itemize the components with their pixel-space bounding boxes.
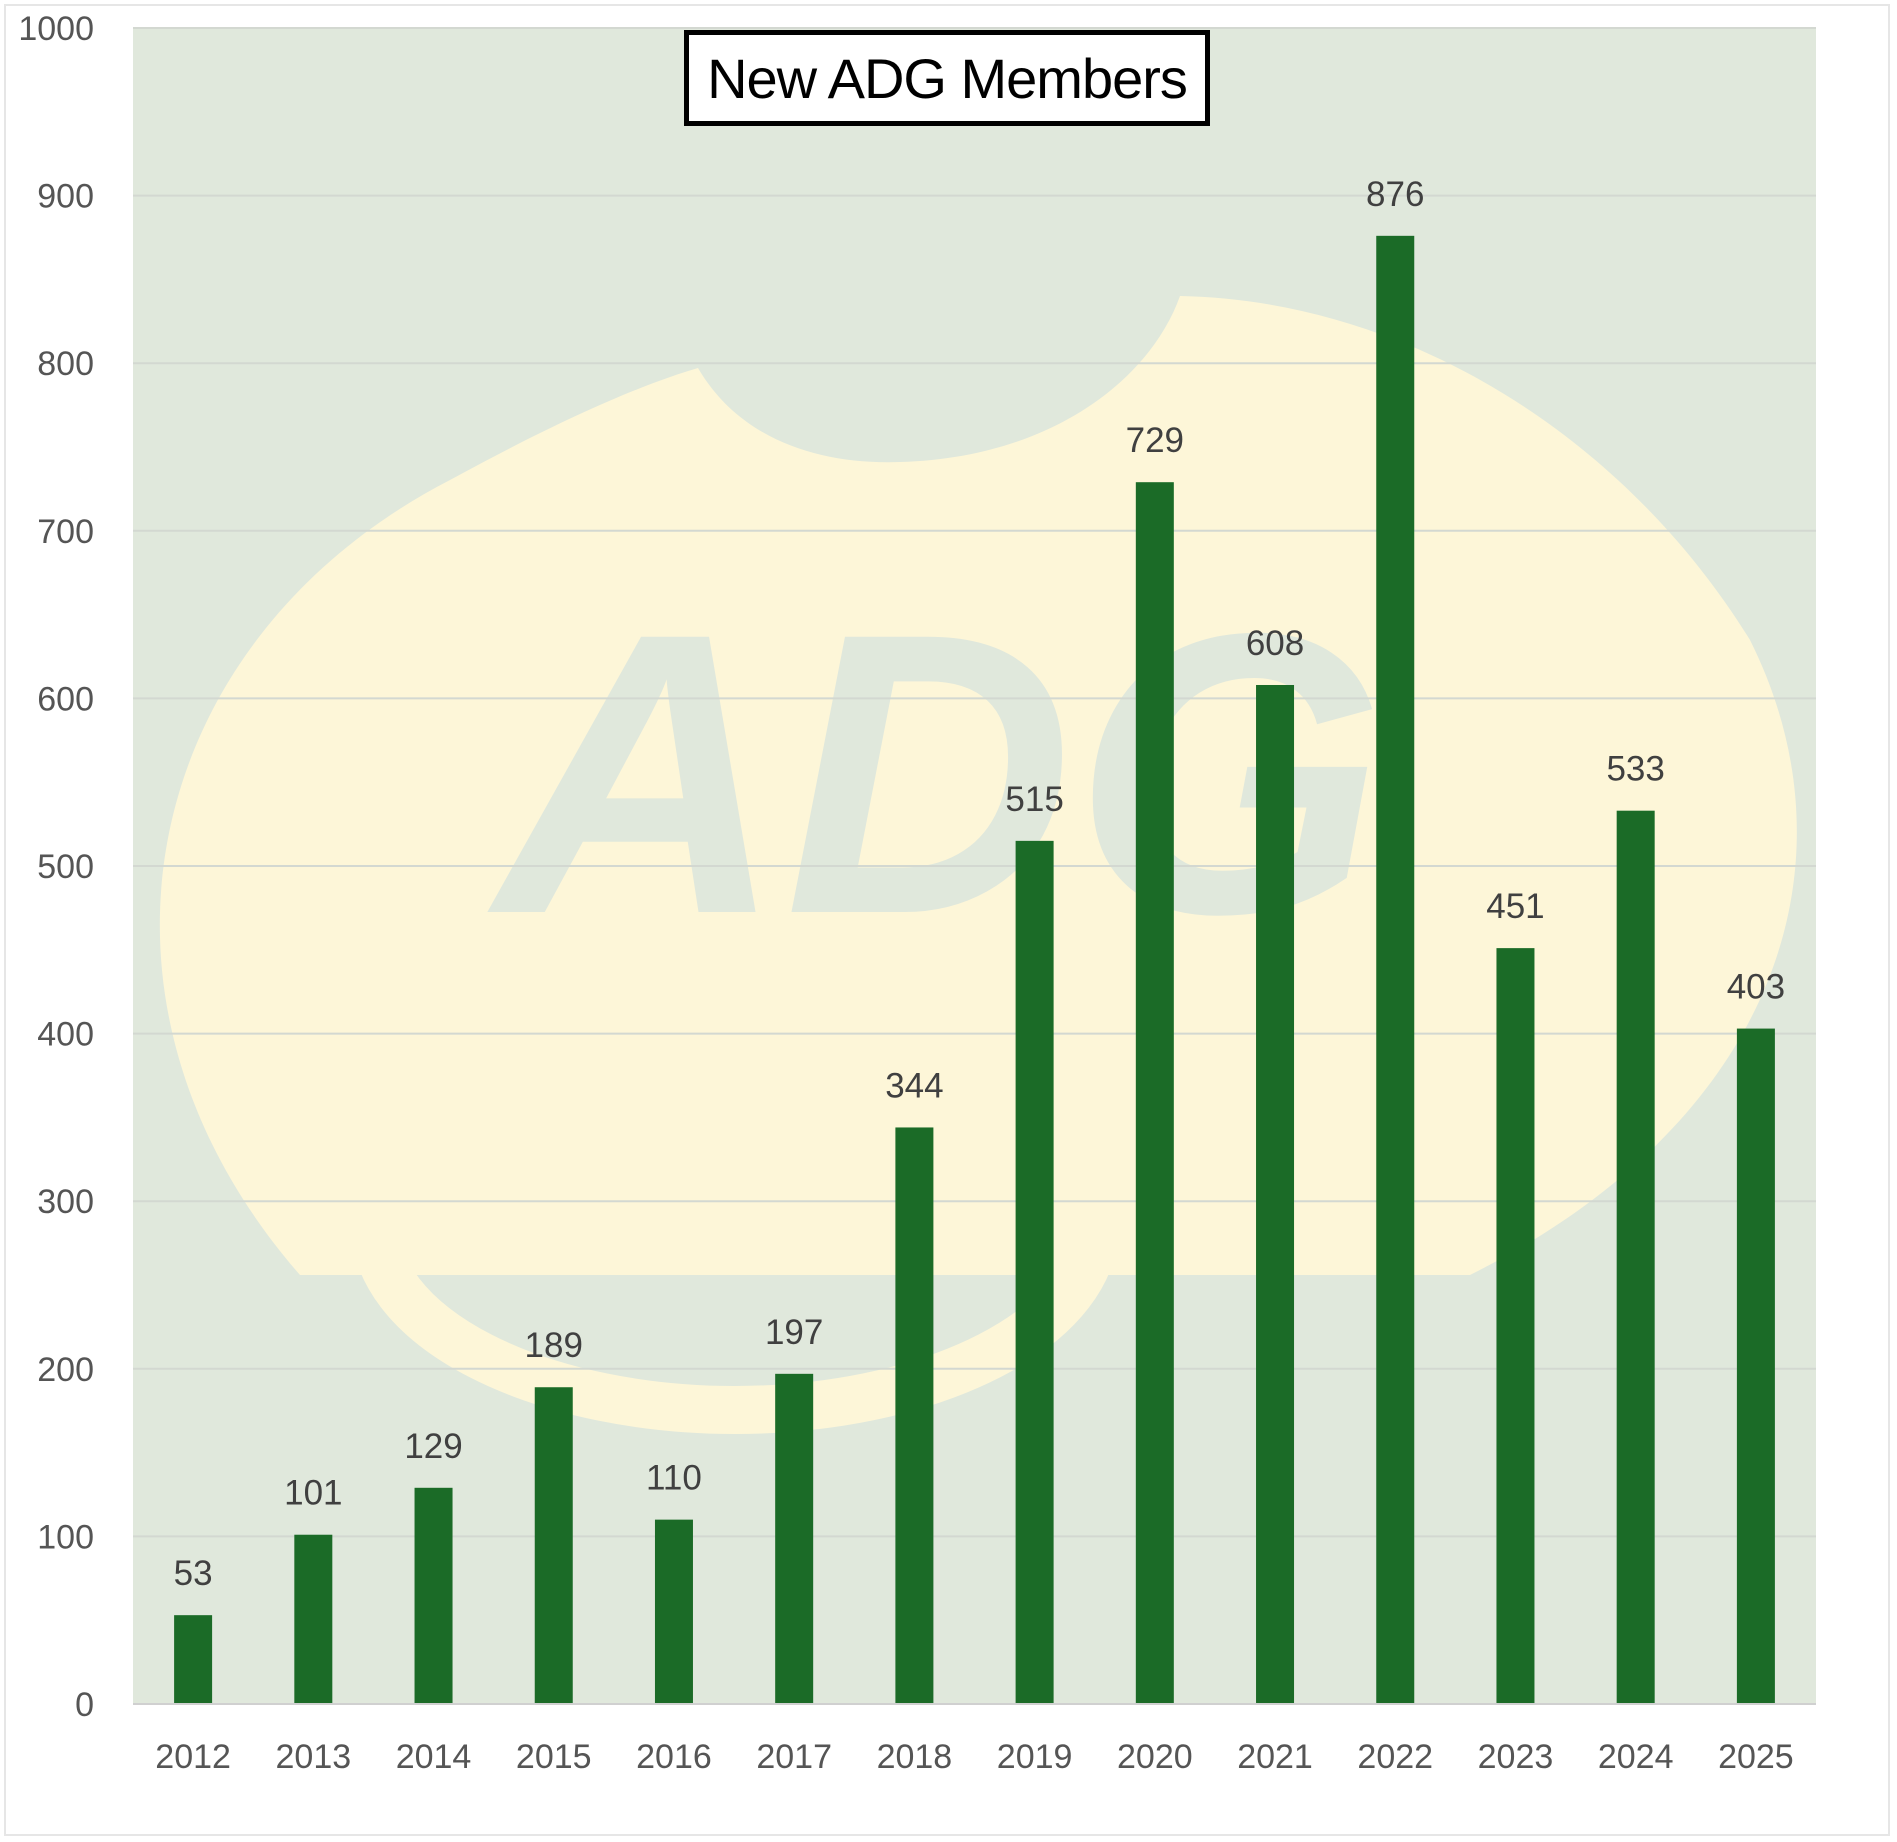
y-tick-label-300: 300 bbox=[37, 1183, 94, 1221]
bar-2025 bbox=[1736, 1028, 1775, 1704]
y-tick-label-200: 200 bbox=[37, 1351, 94, 1389]
x-tick-label-2013: 2013 bbox=[276, 1738, 352, 1776]
data-label-2022: 876 bbox=[1366, 175, 1424, 214]
bar-2019 bbox=[1015, 840, 1054, 1704]
data-label-2021: 608 bbox=[1246, 624, 1304, 663]
y-tick-label-700: 700 bbox=[37, 513, 94, 551]
bar-2013 bbox=[294, 1534, 333, 1704]
y-tick-label-100: 100 bbox=[37, 1518, 94, 1556]
chart-title-box: New ADG Members bbox=[684, 30, 1210, 126]
y-tick-label-900: 900 bbox=[37, 178, 94, 216]
data-label-2012: 53 bbox=[174, 1554, 213, 1593]
x-tick-label-2012: 2012 bbox=[155, 1738, 231, 1776]
data-label-2018: 344 bbox=[885, 1066, 943, 1105]
bar-2024 bbox=[1616, 810, 1655, 1704]
y-tick-label-500: 500 bbox=[37, 848, 94, 886]
x-tick-label-2024: 2024 bbox=[1598, 1738, 1674, 1776]
x-tick-label-2014: 2014 bbox=[396, 1738, 472, 1776]
data-label-2025: 403 bbox=[1727, 968, 1785, 1007]
bars bbox=[174, 235, 1775, 1705]
bar-2021 bbox=[1256, 684, 1295, 1704]
y-tick-label-0: 0 bbox=[75, 1686, 94, 1724]
data-label-2015: 189 bbox=[525, 1326, 583, 1365]
bar-2012 bbox=[174, 1615, 213, 1704]
bar-2017 bbox=[775, 1373, 814, 1704]
bar-2018 bbox=[895, 1127, 934, 1704]
x-tick-label-2019: 2019 bbox=[997, 1738, 1073, 1776]
x-tick-label-2015: 2015 bbox=[516, 1738, 592, 1776]
bar-2016 bbox=[654, 1519, 693, 1704]
y-axis-tick-labels: 0 100 200 300 400 500 600 700 800 900 1000 bbox=[18, 10, 94, 1724]
x-tick-label-2022: 2022 bbox=[1357, 1738, 1433, 1776]
data-label-2017: 197 bbox=[765, 1313, 823, 1352]
data-label-2019: 515 bbox=[1005, 780, 1063, 819]
bar-2020 bbox=[1135, 482, 1174, 1704]
data-label-2014: 129 bbox=[404, 1427, 462, 1466]
bar-2015 bbox=[534, 1387, 573, 1704]
chart-title: New ADG Members bbox=[707, 46, 1188, 110]
data-label-2020: 729 bbox=[1126, 421, 1184, 460]
y-tick-label-800: 800 bbox=[37, 345, 94, 383]
x-tick-label-2020: 2020 bbox=[1117, 1738, 1193, 1776]
svg-text:ADG: ADG bbox=[483, 550, 1384, 997]
bar-2022 bbox=[1376, 235, 1415, 1705]
x-tick-label-2016: 2016 bbox=[636, 1738, 712, 1776]
gridlines bbox=[133, 27, 1816, 1538]
data-label-2023: 451 bbox=[1486, 887, 1544, 926]
y-tick-label-600: 600 bbox=[37, 680, 94, 718]
data-labels: 53 101 129 189 110 197 344 515 729 608 876 451 533 40… bbox=[174, 175, 1785, 1593]
bar-2023 bbox=[1496, 948, 1535, 1704]
x-tick-label-2023: 2023 bbox=[1478, 1738, 1554, 1776]
y-tick-label-1000: 1000 bbox=[18, 10, 94, 48]
bar-2014 bbox=[414, 1487, 453, 1704]
x-tick-label-2021: 2021 bbox=[1237, 1738, 1313, 1776]
x-tick-label-2025: 2025 bbox=[1718, 1738, 1794, 1776]
x-tick-label-2017: 2017 bbox=[756, 1738, 832, 1776]
data-label-2013: 101 bbox=[284, 1474, 342, 1513]
x-axis-tick-labels: 2012 2013 2014 2015 2016 2017 2018 2019 2020 2021… bbox=[155, 1738, 1793, 1776]
x-tick-label-2018: 2018 bbox=[877, 1738, 953, 1776]
data-label-2016: 110 bbox=[646, 1459, 702, 1498]
data-label-2024: 533 bbox=[1606, 750, 1664, 789]
y-tick-label-400: 400 bbox=[37, 1016, 94, 1054]
